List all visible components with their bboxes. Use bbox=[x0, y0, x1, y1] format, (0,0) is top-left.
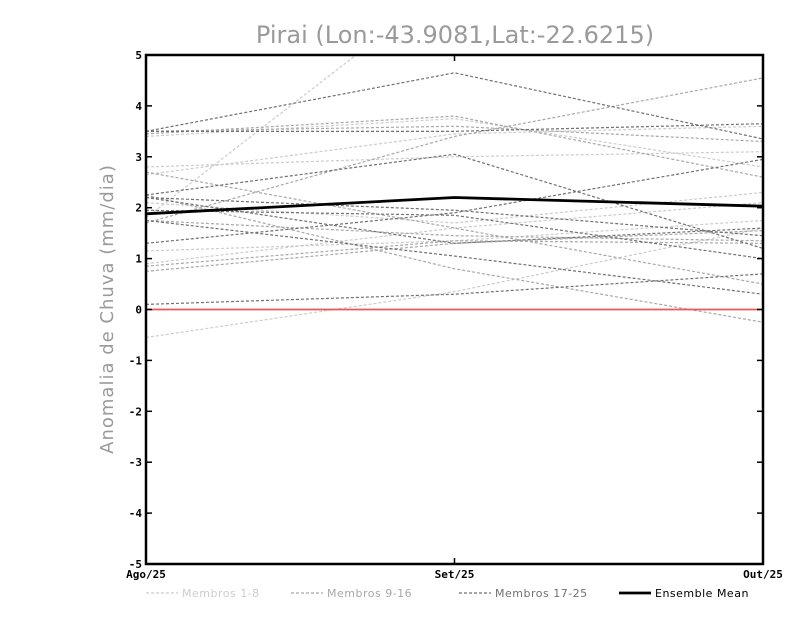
x-tick-labels: Ago/25 Set/25 Out/25 bbox=[126, 568, 783, 581]
y-tick-label: 3 bbox=[135, 151, 142, 164]
series-line-m23 bbox=[146, 209, 763, 260]
tick-marks bbox=[145, 54, 764, 565]
series-line-m18 bbox=[146, 153, 763, 249]
series-line-m20 bbox=[146, 158, 763, 244]
series-line-m2 bbox=[146, 151, 763, 168]
legend-label: Membros 9-16 bbox=[327, 587, 412, 600]
legend-label: Membros 1-8 bbox=[182, 587, 260, 600]
y-tick-label: -3 bbox=[129, 456, 142, 469]
plot-lines bbox=[146, 55, 763, 339]
y-tick-label: 1 bbox=[135, 253, 142, 266]
series-line-m4 bbox=[146, 118, 763, 168]
series-line-m11 bbox=[146, 240, 763, 267]
series-line-m19 bbox=[146, 123, 763, 132]
y-tick-label: -1 bbox=[129, 354, 143, 367]
legend-label: Ensemble Mean bbox=[655, 587, 749, 600]
series-line-m3 bbox=[146, 55, 358, 219]
ensemble-mean-line bbox=[146, 196, 763, 216]
chart-title: Pirai (Lon:-43.9081,Lat:-22.6215) bbox=[256, 21, 654, 49]
series-line-m9 bbox=[146, 125, 763, 143]
y-tick-label: 0 bbox=[135, 304, 142, 317]
series-line-m21 bbox=[146, 273, 763, 306]
y-tick-label: -5 bbox=[129, 558, 142, 571]
y-tick-label: -4 bbox=[129, 507, 143, 520]
series-line-m22 bbox=[146, 196, 763, 237]
x-tick-label: Out/25 bbox=[743, 568, 783, 581]
series-line-m8 bbox=[146, 125, 763, 176]
series-line-m24 bbox=[146, 219, 763, 295]
series-line-m15 bbox=[146, 194, 763, 323]
y-tick-label: 2 bbox=[135, 202, 142, 215]
series-line-m12 bbox=[146, 77, 763, 224]
y-tick-label: -2 bbox=[129, 405, 142, 418]
y-tick-labels: 5 4 3 2 1 0 -1 -2 -3 -4 -5 bbox=[129, 49, 143, 571]
y-tick-label: 4 bbox=[135, 100, 142, 113]
y-axis-label: Anomalia de Chuva (mm/dia) bbox=[97, 164, 118, 454]
legend-label: Membros 17-25 bbox=[495, 587, 588, 600]
series-line-m10 bbox=[146, 171, 763, 285]
series-line-m7 bbox=[146, 202, 763, 265]
series-line-m16 bbox=[146, 219, 763, 242]
series-line-m6 bbox=[146, 219, 763, 252]
series-line-m25 bbox=[146, 196, 763, 244]
x-tick-label: Ago/25 bbox=[126, 568, 166, 581]
series-line-m14 bbox=[146, 230, 763, 272]
legend: Membros 1-8 Membros 9-16 Membros 17-25 Ense… bbox=[146, 587, 749, 600]
series-line-m1 bbox=[146, 227, 763, 339]
y-tick-label: 5 bbox=[135, 49, 142, 62]
x-tick-label: Set/25 bbox=[435, 568, 475, 581]
